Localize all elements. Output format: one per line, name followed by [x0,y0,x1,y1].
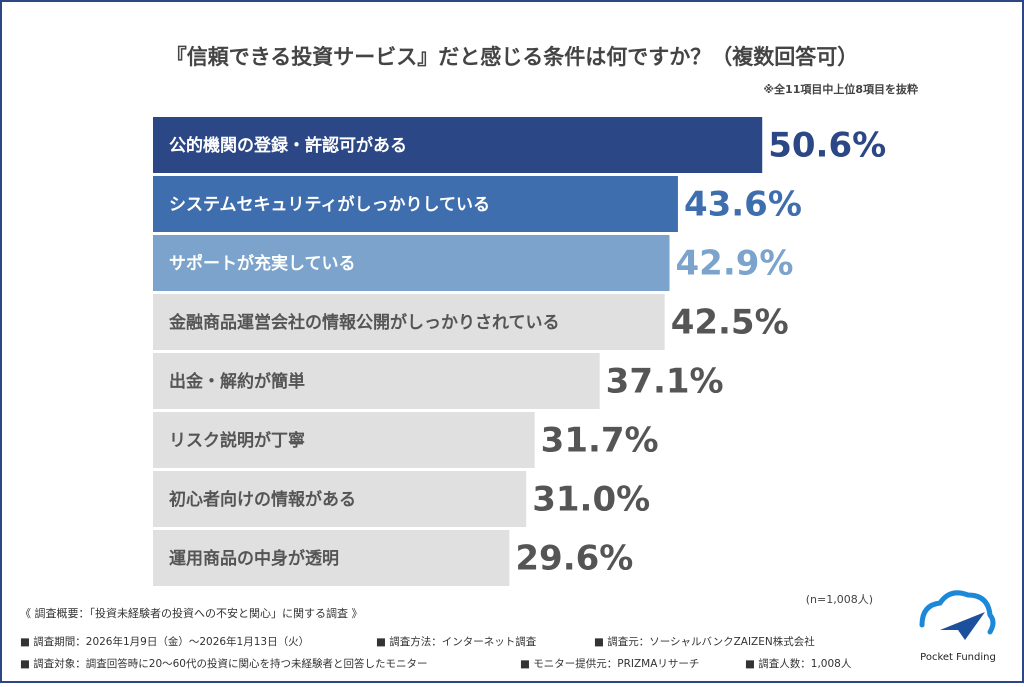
logo-text: Pocket Funding [920,652,996,663]
chart-title: 『信頼できる投資サービス』だと感じる条件は何ですか？（複数回答可） [166,45,859,69]
footer-item: ■ 調査元：ソーシャルバンクZAIZEN株式会社 [594,635,815,648]
value-label: 37.1% [606,362,724,402]
footer-heading: 《 調査概要：「投資未経験者の投資への不安と関心」に関する調査 》 [20,606,363,620]
category-label: 出金・解約が簡単 [169,371,305,392]
bar [153,235,670,291]
category-label: サポートが充実している [169,253,356,274]
value-label: 43.6% [684,185,802,225]
bar [153,530,510,586]
category-label: 運用商品の中身が透明 [169,548,339,569]
footer-item: ■ 調査方法：インターネット調査 [376,635,537,648]
value-label: 31.7% [541,421,659,461]
value-label: 42.5% [671,303,789,343]
bar [153,412,535,468]
bar [153,294,665,350]
category-label: リスク説明が丁寧 [169,430,305,451]
category-label: システムセキュリティがしっかりしている [169,194,490,215]
bar [153,117,763,173]
logo-icon [919,590,996,640]
bar [153,471,527,527]
footer-item: ■ 調査人数：1,008人 [745,657,852,670]
footer-item: ■ モニター提供元：PRIZMAリサーチ [520,657,699,670]
footer-item: ■ 調査期間：2026年1月9日（金）～2026年1月13日（火） [20,635,309,648]
value-label: 29.6% [515,539,633,579]
category-label: 公的機関の登録・許認可がある [169,135,407,156]
sample-note: (n=1,008人) [806,593,873,606]
bar [153,176,678,232]
category-label: 金融商品運営会社の情報公開がしっかりされている [168,312,560,333]
note: ※全11項目中上位8項目を抜粋 [763,82,918,96]
bars: 公的機関の登録・許認可がある 50.6% システムセキュリティがしっかりしている 43… [153,117,886,586]
value-label: 50.6% [768,126,886,166]
footer-item: ■ 調査対象：調査回答時に20～60代の投資に関心を持つ未経験者と回答したモニタ… [20,657,427,670]
value-label: 31.0% [532,480,650,520]
category-label: 初心者向けの情報がある [169,489,356,510]
value-label: 42.9% [676,244,794,284]
bar [153,353,600,409]
